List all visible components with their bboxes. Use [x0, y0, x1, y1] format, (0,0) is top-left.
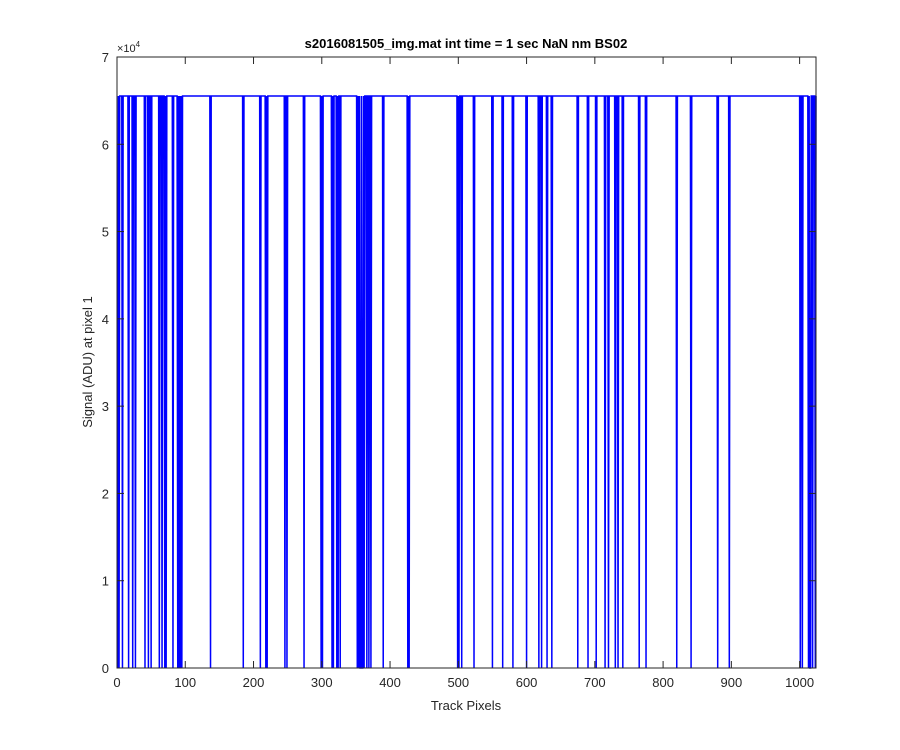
- x-axis-title: Track Pixels: [431, 698, 502, 713]
- x-tick-label: 600: [516, 675, 538, 690]
- y-exponent-label: ×104: [117, 40, 141, 55]
- y-tick-label: 6: [102, 137, 109, 152]
- y-axis-title: Signal (ADU) at pixel 1: [80, 296, 95, 428]
- x-tick-label: 700: [584, 675, 606, 690]
- x-tick-label: 200: [243, 675, 265, 690]
- y-tick-label: 5: [102, 225, 109, 240]
- axes: [116, 56, 817, 669]
- y-tick-label: 2: [102, 486, 109, 501]
- y-tick-label: 7: [102, 50, 109, 65]
- x-tick-label: 300: [311, 675, 333, 690]
- series-line-0: [116, 95, 817, 669]
- x-tick-label: 1000: [785, 675, 814, 690]
- series-layer: [116, 95, 817, 669]
- chart-title: s2016081505_img.mat int time = 1 sec NaN…: [305, 36, 628, 51]
- x-tick-label: 900: [721, 675, 743, 690]
- y-tick-label: 4: [102, 312, 109, 327]
- x-tick-label: 800: [652, 675, 674, 690]
- x-tick-label: 500: [447, 675, 469, 690]
- axes-box: [116, 56, 817, 669]
- y-tick-label: 1: [102, 574, 109, 589]
- y-tick-label: 3: [102, 399, 109, 414]
- y-tick-label: 0: [102, 661, 109, 676]
- plot-area: [117, 57, 816, 668]
- x-tick-label: 0: [113, 675, 120, 690]
- x-tick-label: 100: [174, 675, 196, 690]
- tick-labels: 0 100 200 300 400 500 600 700 800 900 1000 0 1 2 3 4 5 6 7: [102, 50, 814, 690]
- x-tick-label: 400: [379, 675, 401, 690]
